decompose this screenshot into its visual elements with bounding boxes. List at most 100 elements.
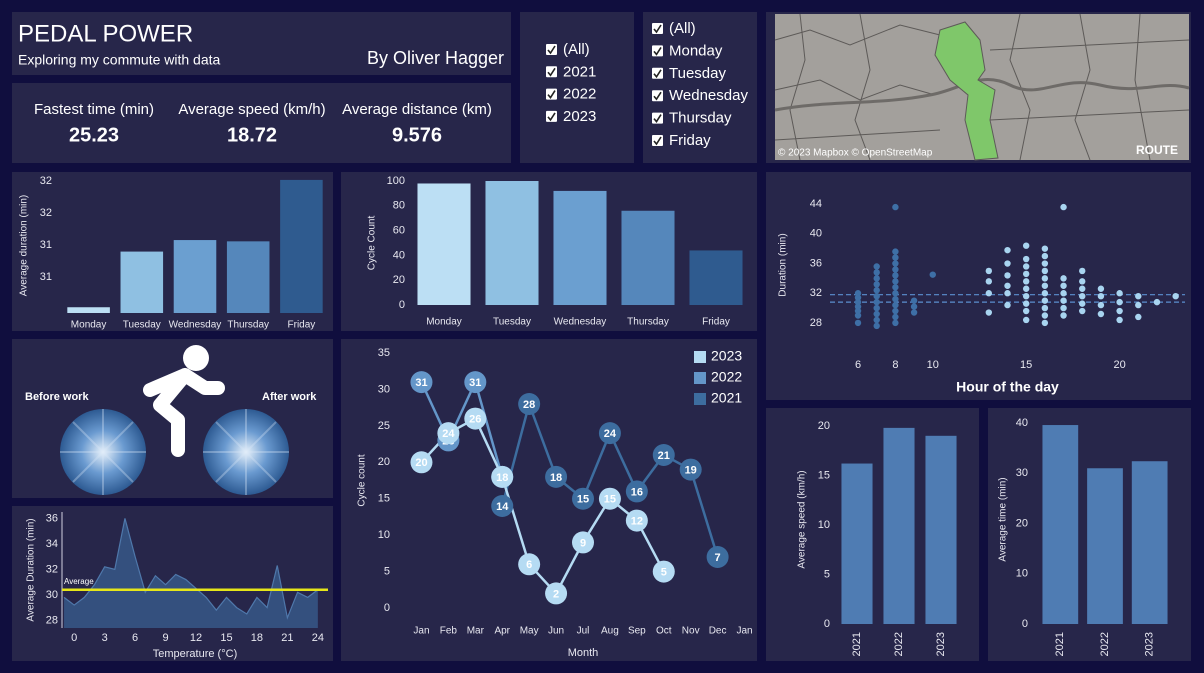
data-label: 28 [523, 399, 535, 411]
data-label: 20 [415, 457, 427, 469]
checkbox[interactable] [652, 23, 663, 34]
filter-option[interactable]: 2022 [563, 86, 596, 103]
y-tick-label: 30 [378, 383, 390, 395]
point [1153, 298, 1161, 306]
point [1079, 300, 1086, 307]
bar [841, 463, 873, 624]
checkbox[interactable] [546, 88, 557, 100]
year-filter-panel [520, 12, 634, 163]
filter-option[interactable]: (All) [669, 20, 696, 37]
checkbox[interactable] [546, 110, 557, 122]
x-tick-label: 6 [855, 359, 861, 371]
x-tick-label: 15 [1020, 359, 1032, 371]
point [1116, 316, 1123, 324]
data-label: 18 [496, 472, 508, 484]
y-tick-label: 5 [384, 565, 390, 577]
bar [689, 250, 743, 305]
bar [485, 181, 539, 305]
point [572, 487, 594, 510]
checkbox[interactable] [652, 135, 663, 146]
legend-label: 2022 [711, 369, 742, 385]
point [1022, 316, 1030, 324]
filter-option[interactable]: 2021 [563, 63, 596, 80]
bar [417, 183, 471, 305]
y-tick-label: 32 [40, 175, 52, 187]
hour-scatter-panel [766, 172, 1191, 400]
x-axis-title: Hour of the day [956, 379, 1059, 395]
kpi-label: Average speed (km/h) [178, 101, 325, 118]
x-tick-label: Jan [413, 626, 429, 637]
point [1004, 246, 1011, 254]
filter-option[interactable]: Wednesday [669, 87, 748, 104]
x-tick-label: 21 [281, 632, 293, 644]
point [873, 310, 880, 318]
districts [774, 13, 1190, 161]
point [892, 284, 899, 291]
filter-option[interactable]: Monday [669, 42, 723, 59]
point [1060, 282, 1067, 289]
route-area [934, 21, 999, 161]
data-label: 9 [580, 537, 586, 549]
point [1060, 304, 1067, 312]
checkbox[interactable] [546, 44, 557, 55]
checkbox[interactable] [652, 45, 663, 57]
filter-option[interactable]: Friday [669, 132, 711, 149]
point [985, 278, 993, 285]
filter-option[interactable]: Thursday [669, 110, 732, 127]
point [1041, 282, 1049, 289]
filter-option[interactable]: Tuesday [669, 65, 726, 82]
data-label: 24 [604, 428, 617, 440]
filter-option[interactable]: 2023 [563, 108, 596, 125]
y-tick-label: 10 [1016, 568, 1028, 580]
x-tick-label: 0 [71, 632, 77, 644]
checkbox[interactable] [652, 90, 663, 102]
point [1060, 297, 1067, 304]
y-tick-label: 100 [387, 175, 405, 187]
point [1022, 242, 1030, 249]
point [854, 298, 862, 306]
y-tick-label: 40 [393, 249, 405, 261]
data-label: 6 [526, 559, 532, 571]
point [706, 546, 729, 568]
x-tick-label: Mar [467, 626, 485, 637]
legend-swatch [694, 393, 706, 405]
x-tick-label: 20 [1113, 359, 1125, 371]
data-label: 15 [577, 494, 589, 506]
point [1041, 260, 1049, 267]
legend-label: 2021 [711, 390, 742, 406]
x-tick-label: Oct [656, 626, 672, 637]
y-axis-title: Average duration (min) [19, 195, 30, 297]
average-label: Average [64, 577, 94, 586]
point [929, 271, 936, 278]
point [1022, 263, 1030, 270]
y-tick-label: 5 [824, 568, 830, 580]
y-tick-label: 60 [393, 225, 405, 237]
point [1004, 282, 1011, 289]
checkbox[interactable] [652, 112, 663, 124]
point [1060, 275, 1067, 282]
data-label: 19 [685, 464, 697, 476]
x-tick-label: Jun [548, 626, 564, 637]
point [892, 319, 899, 327]
filter-option[interactable]: (All) [563, 41, 590, 58]
y-tick-label: 0 [399, 299, 405, 311]
subtitle: Exploring my commute with data [18, 52, 221, 68]
x-tick-label: Aug [601, 626, 619, 637]
point [892, 313, 899, 321]
point [892, 272, 899, 279]
x-tick-label: Wednesday [554, 317, 607, 328]
point [854, 303, 862, 310]
point [1079, 285, 1086, 292]
checkbox[interactable] [652, 67, 663, 79]
point [892, 278, 899, 285]
x-tick-label: 9 [162, 632, 168, 644]
data-label: 15 [604, 494, 616, 506]
y-tick-label: 0 [824, 618, 830, 630]
disc-spokes [60, 409, 289, 495]
y-axis-title: Duration (min) [778, 233, 789, 296]
bar [621, 210, 675, 305]
checkbox[interactable] [546, 66, 557, 78]
y-tick-label: 15 [818, 469, 830, 481]
x-tick-label: 6 [132, 632, 138, 644]
